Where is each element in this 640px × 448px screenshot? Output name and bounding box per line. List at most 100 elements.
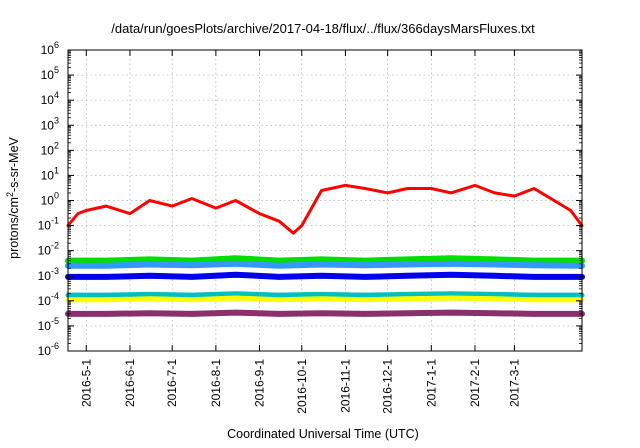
series-point	[320, 263, 323, 266]
series-point	[406, 298, 409, 300]
series-point	[450, 262, 452, 265]
series-point	[191, 298, 193, 301]
series-point	[406, 269, 409, 272]
chart-title: /data/run/goesPlots/archive/2017-04-18/f…	[111, 21, 535, 36]
series-point	[406, 263, 409, 266]
series-point	[533, 298, 535, 301]
x-tick-label: 2016-5-1	[79, 359, 93, 407]
y-axis-label: protons/cm2-s-sr-MeV	[5, 136, 21, 258]
series-point	[258, 212, 261, 215]
series-point	[191, 259, 193, 262]
series-line-4	[65, 271, 585, 280]
series-point	[364, 259, 366, 262]
y-tick-label: 100	[41, 191, 59, 208]
series-point	[450, 311, 452, 314]
series-point	[450, 257, 452, 260]
series-point	[364, 313, 366, 315]
series-point	[344, 184, 347, 187]
series-point	[278, 313, 281, 315]
x-tick-label: 2016-12-1	[381, 359, 395, 414]
y-tick-label: 106	[41, 40, 59, 57]
series-point	[105, 259, 107, 262]
series-point	[320, 189, 323, 192]
series-point	[105, 276, 107, 278]
y-tick-label: 10-5	[38, 316, 59, 333]
series-point	[320, 258, 323, 261]
series-line-1	[65, 255, 585, 264]
series-point	[148, 258, 151, 261]
series-point	[493, 274, 496, 277]
series-point	[171, 205, 174, 207]
series-point	[557, 202, 559, 204]
x-tick-labels: 2016-5-1 2016-6-1 2016-7-1 2016-8-1 2016-9-1…	[79, 359, 521, 414]
x-tick-label: 2016-8-1	[209, 359, 223, 407]
series-point	[493, 192, 496, 194]
series-line-8	[66, 183, 584, 235]
series-point	[191, 197, 193, 200]
y-tick-label: 10-3	[38, 266, 59, 283]
series-point	[320, 312, 323, 315]
y-tick-label: 102	[41, 140, 59, 157]
series-point	[450, 192, 452, 194]
series-point	[148, 199, 151, 202]
series-point	[364, 298, 366, 301]
x-tick-label: 2017-2-1	[468, 359, 482, 407]
x-tick-label: 2016-10-1	[295, 359, 309, 414]
y-tick-label: 104	[41, 90, 59, 107]
series-point	[533, 276, 535, 278]
series-line-2	[65, 260, 585, 269]
series-point	[406, 293, 409, 296]
series-point	[234, 297, 237, 299]
series-point	[292, 232, 295, 234]
x-tick-label: 2017-1-1	[424, 359, 438, 407]
y-axis-label-sup: 2	[5, 192, 15, 197]
series-point	[278, 298, 281, 301]
series-point	[234, 269, 237, 271]
series-point	[191, 294, 193, 296]
series-point	[364, 264, 366, 267]
series-point	[148, 263, 151, 266]
y-tick-label: 10-4	[38, 291, 59, 308]
series-point	[493, 258, 496, 261]
series-point	[430, 187, 433, 190]
grid	[68, 50, 582, 351]
series-line-5	[65, 291, 585, 298]
series-point	[533, 259, 535, 262]
series-point	[148, 274, 151, 277]
series-point	[364, 270, 366, 273]
series-group	[65, 183, 585, 317]
series-point	[493, 263, 496, 266]
series-point	[234, 273, 237, 276]
series-point	[450, 293, 452, 295]
series-point	[493, 312, 496, 315]
series-point	[278, 220, 281, 222]
series-point	[148, 298, 151, 300]
series-line-7	[65, 309, 585, 317]
series-point	[300, 224, 303, 227]
plot-frame	[67, 49, 583, 352]
series-point	[278, 294, 281, 296]
series-point	[364, 294, 366, 296]
series-point	[320, 298, 323, 300]
series-line-3	[66, 268, 584, 274]
x-axis-label: Coordinated Universal Time (UTC)	[227, 427, 419, 441]
series-point	[450, 273, 452, 276]
x-tick-label: 2017-3-1	[507, 359, 521, 407]
series-point	[234, 311, 237, 314]
series-point	[191, 264, 193, 267]
series-point	[364, 187, 366, 190]
x-tick-label: 2016-6-1	[123, 359, 137, 407]
series-point	[493, 269, 496, 272]
y-tick-label: 10-2	[38, 241, 59, 258]
series-point	[278, 259, 281, 262]
series-point	[493, 293, 496, 296]
series-point	[474, 184, 476, 187]
series-point	[105, 264, 107, 267]
series-point	[513, 195, 516, 197]
series-point	[364, 276, 366, 278]
y-tick-label: 101	[41, 165, 59, 182]
y-axis-label-rest: -s-sr-MeV	[7, 136, 21, 192]
series-point	[148, 312, 151, 315]
series-point	[105, 313, 107, 315]
